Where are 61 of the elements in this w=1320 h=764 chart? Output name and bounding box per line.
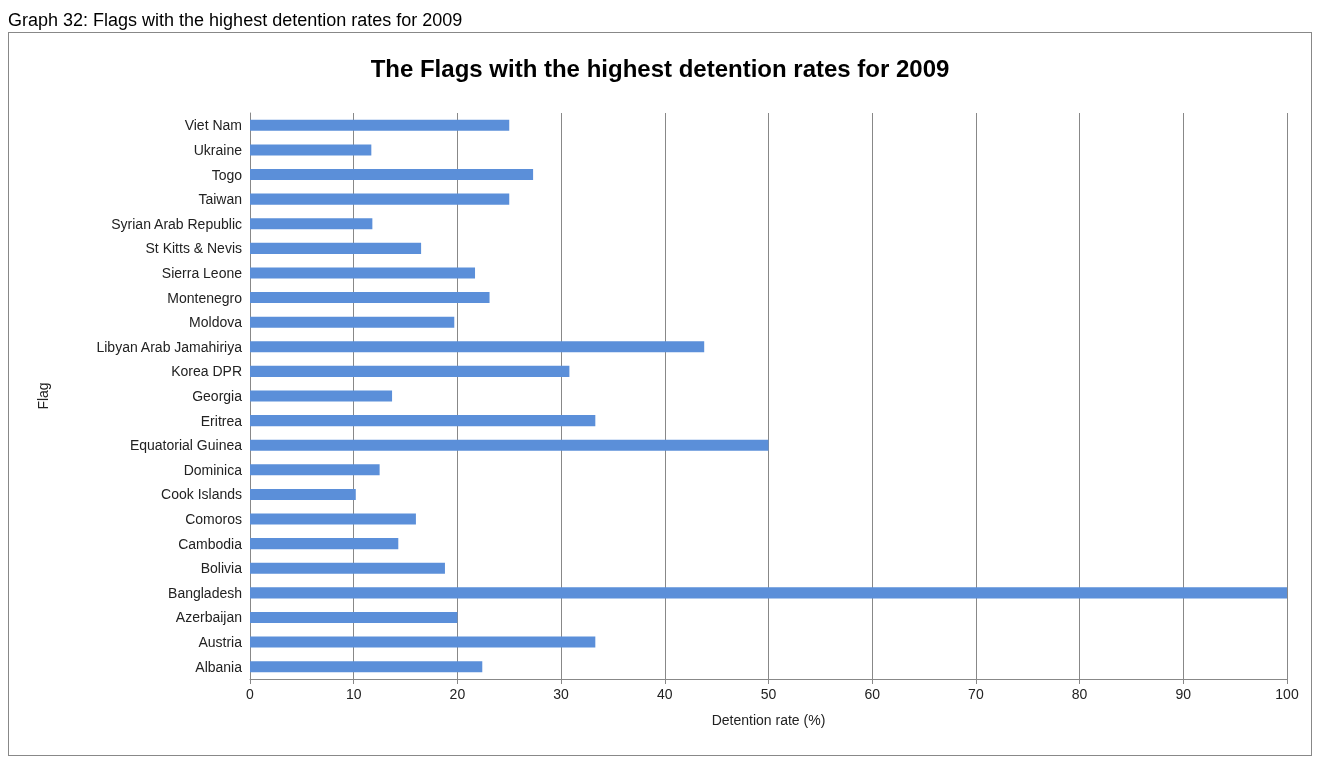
bar <box>250 488 356 500</box>
x-tick-label: 50 <box>760 686 777 702</box>
bar <box>250 538 399 550</box>
y-tick-label: Bolivia <box>200 560 243 577</box>
bar <box>250 144 372 156</box>
x-tick-label: 60 <box>864 686 881 702</box>
bar <box>250 168 534 181</box>
bar <box>250 513 416 525</box>
y-tick-label: Ukraine <box>193 141 243 158</box>
bar <box>250 636 596 648</box>
bar <box>250 341 705 353</box>
y-tick-label: Bangladesh <box>168 584 242 601</box>
y-tick-label: Togo <box>211 166 243 183</box>
bar <box>250 390 393 402</box>
x-tick-label: 20 <box>449 686 466 702</box>
y-tick-label: Dominica <box>183 461 243 478</box>
caption: Graph 32: Flags with the highest detention rates for 2009 <box>8 9 464 32</box>
x-tick-label: 80 <box>1071 686 1088 702</box>
y-axis-title: Flag <box>35 382 51 410</box>
y-tick-label: Viet Nam <box>184 117 242 134</box>
y-tick-label: Albania <box>195 658 243 675</box>
bar <box>250 218 373 230</box>
y-tick-label: Syrian Arab Republic <box>111 215 242 232</box>
y-tick-label: Azerbaijan <box>175 609 242 626</box>
y-tick-label: Montenegro <box>167 289 243 306</box>
x-tick-label: 30 <box>553 686 570 702</box>
y-tick-label: Georgia <box>192 388 243 404</box>
bar <box>250 316 455 328</box>
bar <box>250 365 570 377</box>
bar <box>250 292 490 304</box>
x-tick-label: 10 <box>345 686 362 702</box>
y-tick-label: Eritrea <box>200 412 243 429</box>
y-tick-label: Cook Islands <box>161 486 242 503</box>
bar <box>250 439 769 451</box>
bar <box>250 587 1287 599</box>
y-tick-label: Moldova <box>189 314 243 331</box>
x-tick-label: 70 <box>968 686 984 702</box>
bar <box>250 611 458 624</box>
chart-title: The Flags with the highest detention rates for 2009 <box>370 54 950 82</box>
bar <box>250 562 445 574</box>
bar <box>250 267 476 279</box>
x-tick-label: 90 <box>1175 686 1192 702</box>
bar <box>250 242 422 254</box>
x-tick-label: 0 <box>246 686 255 702</box>
y-tick-label: Comoros <box>185 511 242 528</box>
y-tick-label: Cambodia <box>178 535 243 552</box>
y-tick-label: Korea DPR <box>171 363 242 380</box>
y-tick-label: Equatorial Guinea <box>129 437 243 454</box>
y-tick-label: Libyan Arab Jamahiriya <box>96 338 243 355</box>
y-tick-label: Taiwan <box>198 191 242 208</box>
y-tick-label: Austria <box>198 634 243 651</box>
bar <box>250 119 510 131</box>
y-tick-label: St Kitts & Nevis <box>145 240 242 257</box>
bar <box>250 415 596 427</box>
x-tick-label: 40 <box>657 686 673 702</box>
bar <box>250 464 380 476</box>
bar <box>250 661 483 673</box>
x-axis-title: Detention rate (%) <box>711 712 826 728</box>
bar <box>250 193 510 205</box>
y-tick-label: Sierra Leone <box>161 264 243 281</box>
x-tick-label: 100 <box>1275 686 1299 702</box>
